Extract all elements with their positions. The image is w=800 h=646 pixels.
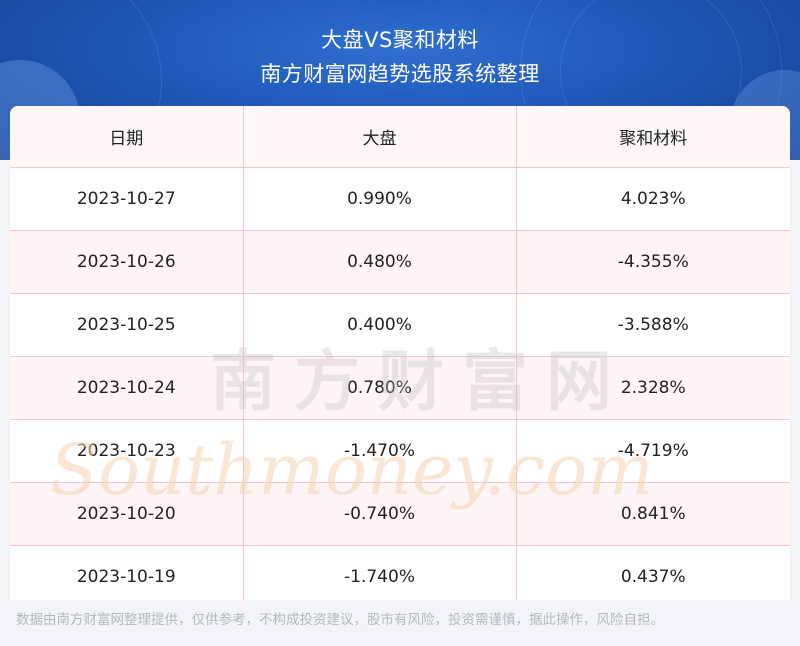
- cell-stock-change: 0.437%: [516, 545, 790, 600]
- column-header-date: 日期: [10, 106, 244, 168]
- page-title: 大盘VS聚和材料: [321, 28, 479, 52]
- cell-date: 2023-10-19: [10, 545, 244, 600]
- table-row: 2023-10-20 -0.740% 0.841%: [10, 482, 790, 546]
- cell-date: 2023-10-23: [10, 419, 244, 483]
- table-row: 2023-10-24 0.780% 2.328%: [10, 356, 790, 420]
- column-header-market: 大盘: [243, 106, 517, 168]
- cell-market-change: -0.740%: [243, 482, 517, 546]
- cell-date: 2023-10-24: [10, 356, 244, 420]
- table-row: 2023-10-26 0.480% -4.355%: [10, 230, 790, 294]
- decorative-ring: [560, 0, 742, 160]
- cell-market-change: -1.740%: [243, 545, 517, 600]
- cell-market-change: 0.780%: [243, 356, 517, 420]
- disclaimer-text: 数据由南方财富网整理提供，仅供参考，不构成投资建议，股市有风险，投资需谨慎，据此…: [16, 612, 664, 628]
- table-row: 2023-10-23 -1.470% -4.719%: [10, 419, 790, 483]
- cell-stock-change: -3.588%: [516, 293, 790, 357]
- table-row: 2023-10-25 0.400% -3.588%: [10, 293, 790, 357]
- cell-market-change: 0.480%: [243, 230, 517, 294]
- column-header-stock: 聚和材料: [516, 106, 790, 168]
- decorative-ring: [520, 0, 782, 160]
- cell-market-change: 0.990%: [243, 167, 517, 231]
- comparison-table: 日期 大盘 聚和材料 2023-10-27 0.990% 4.023% 2023…: [10, 106, 790, 600]
- decorative-ring: [0, 0, 162, 160]
- data-table-card: 日期 大盘 聚和材料 2023-10-27 0.990% 4.023% 2023…: [10, 106, 790, 600]
- cell-date: 2023-10-25: [10, 293, 244, 357]
- cell-stock-change: -4.719%: [516, 419, 790, 483]
- footer: [0, 600, 800, 646]
- page-subtitle: 南方财富网趋势选股系统整理: [260, 62, 540, 86]
- cell-stock-change: 4.023%: [516, 167, 790, 231]
- table-row: 2023-10-27 0.990% 4.023%: [10, 167, 790, 231]
- cell-market-change: -1.470%: [243, 419, 517, 483]
- cell-stock-change: -4.355%: [516, 230, 790, 294]
- table-row: 2023-10-19 -1.740% 0.437%: [10, 545, 790, 600]
- cell-market-change: 0.400%: [243, 293, 517, 357]
- cell-stock-change: 0.841%: [516, 482, 790, 546]
- cell-date: 2023-10-26: [10, 230, 244, 294]
- cell-stock-change: 2.328%: [516, 356, 790, 420]
- cell-date: 2023-10-27: [10, 167, 244, 231]
- table-header-row: 日期 大盘 聚和材料: [10, 106, 790, 168]
- cell-date: 2023-10-20: [10, 482, 244, 546]
